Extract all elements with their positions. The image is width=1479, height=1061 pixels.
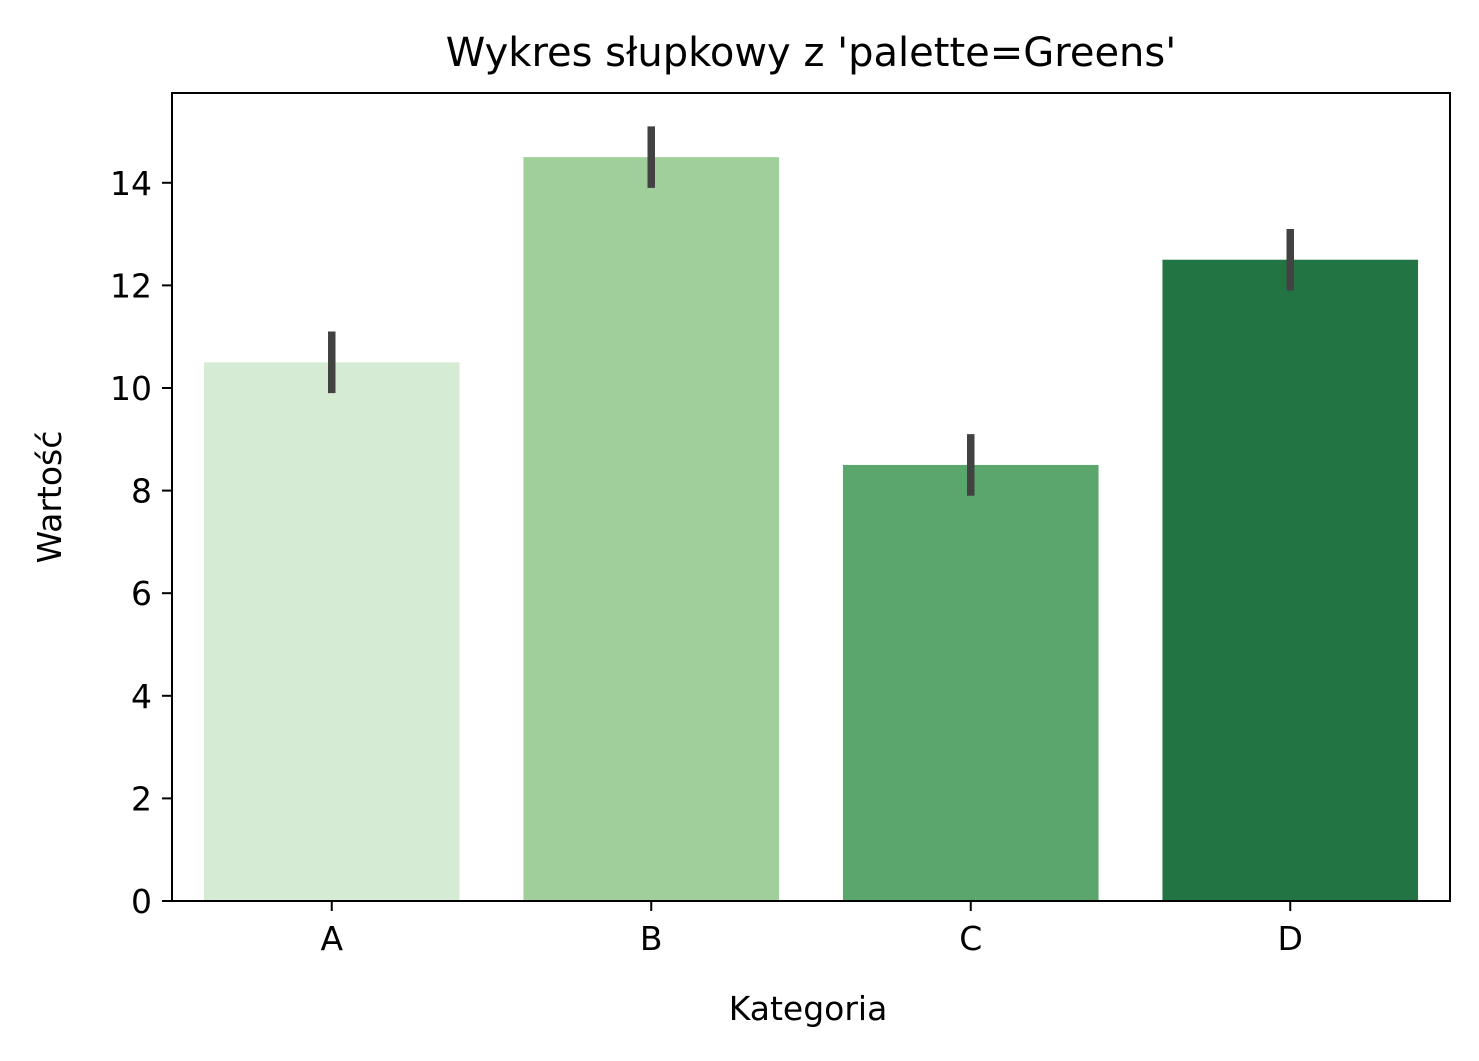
y-axis-title: Wartość bbox=[30, 431, 69, 564]
y-tick-label-12: 12 bbox=[110, 266, 152, 305]
bars-layer bbox=[203, 157, 1419, 902]
plot-frame bbox=[171, 92, 1451, 902]
bar-d bbox=[1162, 259, 1419, 901]
axes-layer: A B C D 0 2 4 6 8 10 12 14 bbox=[110, 92, 1451, 958]
error-bars-layer bbox=[328, 126, 1294, 496]
x-tick-label-d: D bbox=[1278, 919, 1303, 958]
chart-title: Wykres słupkowy z 'palette=Greens' bbox=[446, 30, 1176, 76]
x-axis-title: Kategoria bbox=[729, 989, 888, 1028]
bar-c bbox=[842, 464, 1099, 901]
y-tick-label-8: 8 bbox=[131, 472, 152, 511]
x-tick-label-b: B bbox=[640, 919, 663, 958]
y-tick-label-6: 6 bbox=[131, 574, 152, 613]
x-tick-label-a: A bbox=[320, 919, 343, 958]
x-tick-label-c: C bbox=[959, 919, 982, 958]
y-tick-label-0: 0 bbox=[131, 882, 152, 921]
y-tick-label-10: 10 bbox=[110, 369, 152, 408]
y-tick-label-2: 2 bbox=[131, 779, 152, 818]
bar-a bbox=[203, 362, 460, 901]
y-tick-label-4: 4 bbox=[131, 677, 152, 716]
y-tick-label-14: 14 bbox=[110, 164, 152, 203]
bar-b bbox=[523, 157, 780, 902]
